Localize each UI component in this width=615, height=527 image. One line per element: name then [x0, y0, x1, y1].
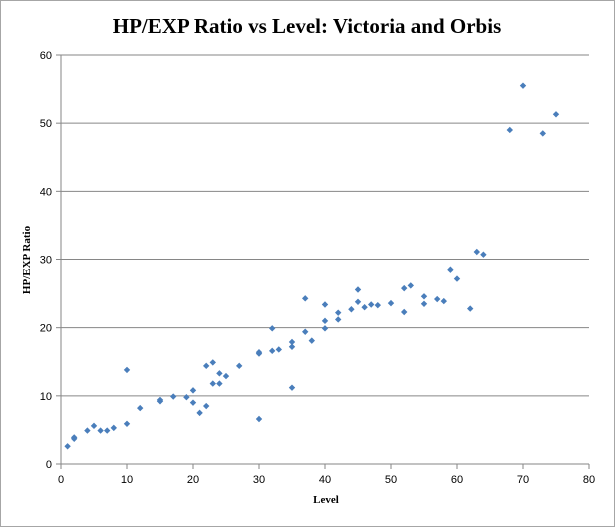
y-tick-labels: 0 10 20 30 40 50 60 [40, 50, 52, 471]
data-point [401, 284, 408, 292]
data-point [236, 362, 243, 370]
x-axis-title: Level [313, 494, 339, 506]
data-point [97, 427, 104, 434]
data-point [473, 248, 480, 256]
x-tick-label: 40 [319, 474, 331, 486]
data-point [275, 346, 282, 353]
data-point [480, 251, 487, 258]
data-point [209, 359, 216, 366]
data-point [552, 111, 560, 118]
data-point [348, 306, 355, 313]
chart-title: HP/EXP Ratio vs Level: Victoria and Orbi… [113, 14, 502, 38]
y-axis-title: HP/EXP Ratio [21, 225, 33, 294]
x-tick-label: 30 [253, 474, 265, 486]
x-tick-label: 50 [385, 474, 397, 486]
data-point [335, 309, 342, 316]
data-point [203, 362, 210, 370]
data-point [189, 399, 197, 406]
data-point [183, 393, 190, 401]
data-points [64, 82, 560, 450]
data-point [203, 402, 210, 410]
data-point [401, 308, 408, 316]
data-point [90, 422, 98, 430]
data-point [302, 295, 309, 302]
gridlines [56, 54, 589, 465]
y-tick-label: 30 [40, 255, 52, 267]
data-point [255, 415, 263, 423]
data-point [269, 347, 276, 355]
data-point [467, 305, 474, 312]
data-point [519, 82, 527, 89]
data-point [440, 297, 447, 305]
data-point [269, 325, 276, 332]
x-tick-label: 80 [583, 474, 595, 486]
data-point [216, 370, 223, 377]
data-point [368, 301, 375, 308]
y-tick-label: 10 [40, 391, 52, 403]
data-point [255, 349, 263, 356]
data-point [71, 434, 78, 441]
data-point [374, 301, 381, 309]
data-point [453, 275, 461, 282]
data-point [288, 338, 296, 346]
data-point [335, 316, 342, 323]
x-tick-label: 0 [58, 474, 64, 486]
data-point [189, 387, 197, 394]
y-tick-label: 20 [40, 323, 52, 335]
data-point [321, 317, 329, 325]
data-point [170, 393, 177, 400]
data-point [308, 337, 315, 344]
data-point [539, 130, 546, 137]
data-point [447, 266, 454, 273]
data-point [110, 424, 117, 432]
y-tick-label: 40 [40, 186, 52, 198]
data-point [354, 298, 362, 305]
y-tick-label: 0 [46, 459, 52, 471]
data-point [216, 380, 223, 387]
data-point [104, 427, 111, 434]
data-point [420, 293, 428, 300]
x-tick-labels: 0 10 20 30 40 50 60 70 80 [58, 474, 595, 486]
data-point [302, 328, 309, 335]
y-tick-label: 60 [40, 50, 52, 62]
data-point [123, 366, 131, 374]
data-point [434, 295, 441, 303]
data-point [288, 384, 296, 391]
x-tick-label: 10 [121, 474, 133, 486]
x-tick-label: 60 [451, 474, 463, 486]
x-tick-label: 70 [517, 474, 529, 486]
axes [60, 55, 590, 469]
data-point [354, 286, 362, 293]
data-point [137, 404, 144, 412]
data-point [387, 299, 395, 307]
data-point [123, 420, 131, 427]
data-point [209, 380, 216, 387]
data-point [361, 304, 368, 311]
data-point [506, 126, 513, 134]
data-point [64, 443, 71, 450]
data-point [420, 300, 428, 308]
data-point [407, 282, 414, 289]
data-point [321, 301, 329, 308]
data-point [222, 372, 230, 380]
data-point [84, 427, 91, 434]
data-point [288, 343, 296, 350]
data-point [196, 409, 203, 417]
data-point [321, 325, 329, 332]
y-tick-label: 50 [40, 118, 52, 130]
data-point [156, 396, 164, 404]
x-tick-label: 20 [187, 474, 199, 486]
